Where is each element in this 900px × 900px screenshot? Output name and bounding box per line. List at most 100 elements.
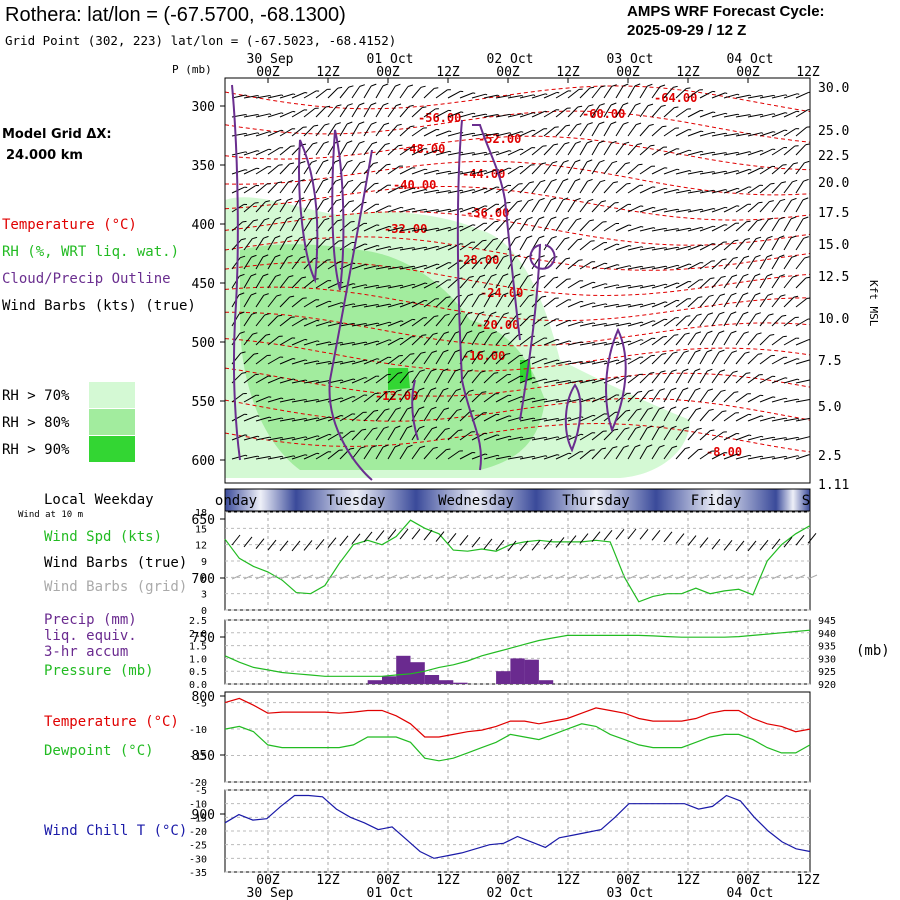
wind-barb xyxy=(591,262,605,270)
wind-barb-flag xyxy=(420,85,426,88)
wind-barb-flag xyxy=(713,131,716,134)
wind-barb xyxy=(435,89,448,99)
wind-barb xyxy=(543,162,553,175)
wind-barb-flag xyxy=(683,426,690,430)
wind-barb-flag xyxy=(281,456,284,458)
precip-bar xyxy=(524,659,539,684)
wind-barb xyxy=(495,294,504,308)
wind-barb xyxy=(687,262,701,270)
wind-barb-flag xyxy=(359,140,365,144)
rh70-label: RH > 70% xyxy=(2,388,70,404)
wind-barb xyxy=(351,264,366,270)
wind-barb xyxy=(579,87,591,99)
surface-wind-barb xyxy=(435,531,445,542)
wind-barb xyxy=(351,104,360,118)
wind-barb-flag xyxy=(444,427,450,430)
wind-barb-flag xyxy=(653,227,656,229)
wind-barb xyxy=(303,319,318,327)
rh90-region xyxy=(388,368,410,390)
wind-barb-flag xyxy=(341,397,344,400)
wind-barb xyxy=(735,186,749,194)
wind-barb xyxy=(591,378,606,384)
wind-barb xyxy=(471,276,481,289)
wind-barb xyxy=(603,264,618,270)
wind-barb-flag xyxy=(637,143,642,145)
wind-barb xyxy=(567,180,576,194)
wind-barb xyxy=(747,132,762,137)
wind-barb xyxy=(555,199,564,213)
wind-barb xyxy=(759,219,769,232)
wind-barb-flag xyxy=(287,197,293,201)
wind-barb xyxy=(375,144,386,156)
wind-barb xyxy=(447,225,462,232)
wind-barb xyxy=(351,284,366,289)
wind-barb xyxy=(531,358,546,365)
wind-barb-flag xyxy=(725,206,728,209)
wind-barb-flag xyxy=(713,189,716,192)
wind-barb-flag xyxy=(600,85,606,88)
rh70-swatch xyxy=(89,382,135,408)
wind-barb xyxy=(411,246,426,251)
wind-barb-flag xyxy=(731,330,737,334)
wind-barb-flag xyxy=(455,388,462,391)
wind-barb-flag xyxy=(677,168,680,171)
grid-wind-barb xyxy=(507,574,518,580)
wind-barb xyxy=(315,259,328,270)
wind-barb-flag xyxy=(467,311,473,315)
panel-border xyxy=(224,789,811,873)
wind-barb xyxy=(375,321,390,327)
wind-barb xyxy=(543,359,558,365)
wind-barb xyxy=(507,334,519,346)
wind-barb-flag xyxy=(304,338,308,341)
wind-barb xyxy=(279,128,293,137)
wind-barb-flag xyxy=(373,162,378,164)
surface-wind-barb xyxy=(795,534,805,546)
wind-barb-flag xyxy=(506,201,511,204)
wind-barb xyxy=(687,333,697,346)
wind-barb-flag xyxy=(791,255,797,258)
wind-barb xyxy=(231,169,246,175)
wind-barb-flag xyxy=(671,369,677,372)
wind-barb xyxy=(507,375,521,384)
precip-label-2: liq. equiv. xyxy=(44,628,137,644)
wind-barb-flag xyxy=(569,399,572,401)
wind-barb xyxy=(507,396,522,403)
wind-barb-flag xyxy=(425,208,428,211)
cloud-outline xyxy=(331,129,345,291)
wind-barb xyxy=(303,435,318,441)
wind-barb xyxy=(495,455,510,460)
wind-barb xyxy=(699,225,714,232)
wind-barb-flag xyxy=(257,455,260,458)
wind-barb-flag xyxy=(581,380,584,382)
wind-barb xyxy=(435,297,447,308)
wind-barb xyxy=(399,208,414,213)
wind-barb-flag xyxy=(746,220,751,223)
grid-wind-barb xyxy=(315,574,326,580)
wind-barb xyxy=(351,447,361,460)
grid-wind-barb xyxy=(471,574,482,580)
wind-barb-flag xyxy=(300,256,306,259)
wind-barb xyxy=(711,295,721,308)
wind-barb xyxy=(627,104,636,118)
wind-barb xyxy=(711,431,724,441)
panel-right-tick-label: 930 xyxy=(818,654,836,665)
wind-barb-flag xyxy=(649,372,655,374)
wind-barb xyxy=(711,112,726,118)
wind-barb xyxy=(459,452,473,460)
wind-barb xyxy=(387,320,402,327)
wind-barb xyxy=(483,257,493,270)
isotherm-label: -64.00 xyxy=(654,91,697,105)
cloud-outline xyxy=(564,383,582,453)
wind-barb xyxy=(567,124,577,137)
wind-barb xyxy=(363,284,378,289)
wind-barb xyxy=(243,294,252,308)
wind-barb-flag xyxy=(269,113,272,116)
wind-barb xyxy=(483,294,492,308)
wind-barb xyxy=(735,114,750,118)
wind-barb-flag xyxy=(796,110,800,113)
wind-barb xyxy=(303,340,318,346)
wind-barb-flag xyxy=(497,114,500,116)
wind-barb-flag xyxy=(701,170,704,173)
wind-barb xyxy=(435,279,448,289)
wind-barb-flag xyxy=(724,92,728,94)
